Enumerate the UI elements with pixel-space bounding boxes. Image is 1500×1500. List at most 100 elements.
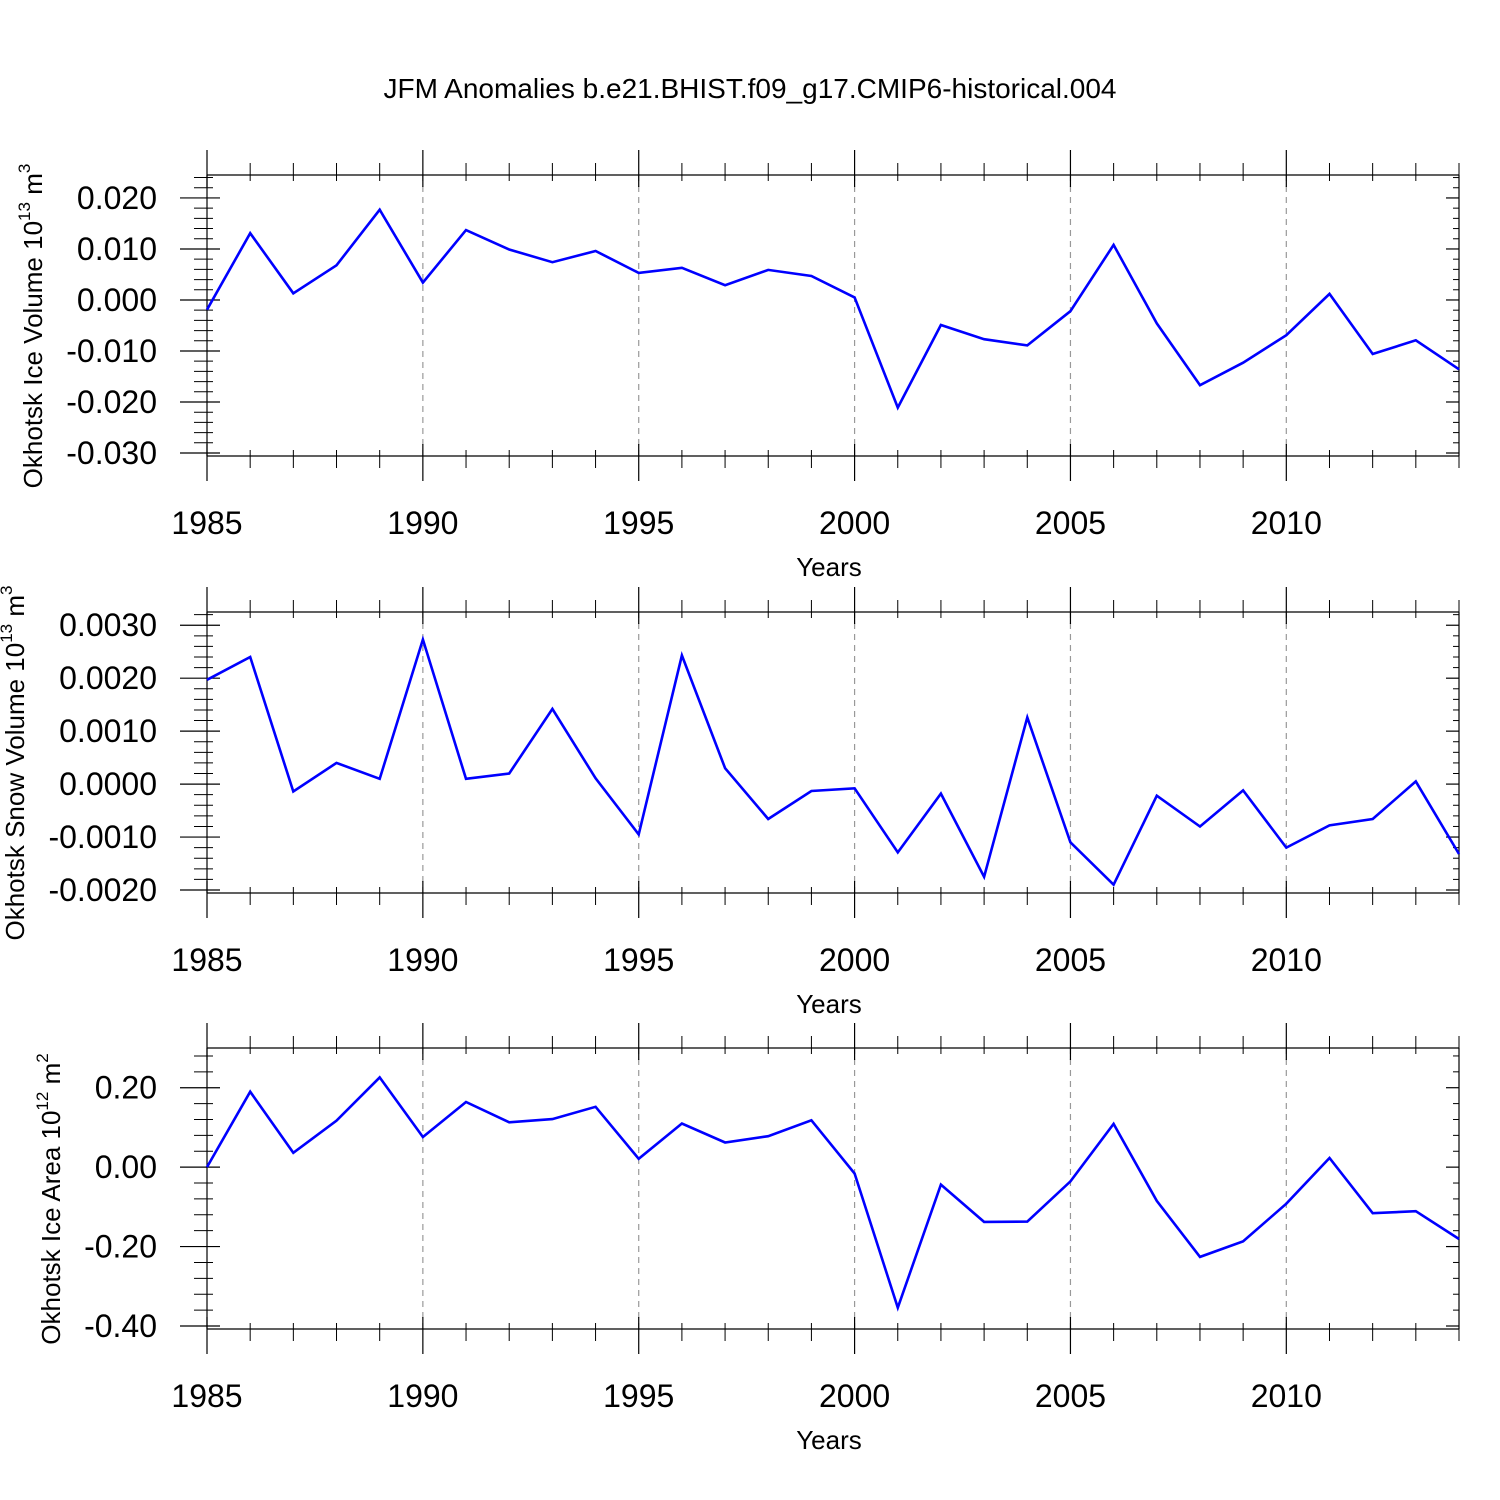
x-tick-label: 1995 (603, 1378, 674, 1414)
y-axis-label: Okhotsk Ice Volume 1013 m3 (15, 164, 48, 489)
data-point (551, 1118, 553, 1120)
data-point (422, 1136, 424, 1138)
data-point (983, 1221, 985, 1223)
x-tick-label: 1990 (387, 1378, 458, 1414)
data-point (378, 1076, 380, 1078)
panel-ice-area: -0.40 -0.20 0.00 0.20 1985 1990 1995 2000 2005 20… (33, 1023, 1460, 1455)
data-point (681, 1122, 683, 1124)
data-point (1371, 818, 1373, 820)
data-point (292, 1152, 294, 1154)
data-point (853, 296, 855, 298)
x-tick-label: 2000 (819, 1378, 890, 1414)
y-tick-label: 0.000 (77, 282, 157, 318)
data-point (508, 248, 510, 250)
data-point (465, 229, 467, 231)
data-point (335, 1119, 337, 1121)
data-point (1199, 384, 1201, 386)
data-point (638, 833, 640, 835)
data-point (1371, 1212, 1373, 1214)
x-tick-label: 2010 (1251, 505, 1322, 541)
data-point (1415, 780, 1417, 782)
data-point (206, 1166, 208, 1168)
data-point (1069, 841, 1071, 843)
data-point (422, 281, 424, 283)
data-point (810, 1119, 812, 1121)
y-axis-label-ylabel-unit-exp: 3 (0, 586, 16, 595)
data-point (940, 324, 942, 326)
y-axis-label-ylabel-unit: m (18, 173, 48, 202)
x-tick-label: 2005 (1035, 942, 1106, 978)
series-line (205, 1075, 1460, 1312)
data-point (292, 790, 294, 792)
data-point (767, 818, 769, 820)
y-axis-label-ylabel-unit: m (0, 595, 30, 624)
data-point (1026, 1220, 1028, 1222)
data-point (1112, 244, 1114, 246)
data-point (1242, 789, 1244, 791)
data-point (897, 851, 899, 853)
data-point (1156, 322, 1158, 324)
data-point (681, 267, 683, 269)
data-point (249, 656, 251, 658)
y-tick-label: 0.0010 (59, 713, 157, 749)
data-point (335, 264, 337, 266)
y-axis-label-ylabel-main: Okhotsk Ice Area 10 (36, 1111, 66, 1345)
y-tick-label: -0.20 (84, 1229, 157, 1265)
data-point (465, 1101, 467, 1103)
y-axis-label-ylabel-exp: 13 (15, 202, 34, 221)
data-point (508, 772, 510, 774)
x-axis-label: Years (796, 552, 862, 582)
data-point (1199, 825, 1201, 827)
data-point (1069, 310, 1071, 312)
data-point (1285, 846, 1287, 848)
series-line (205, 207, 1460, 411)
x-axis-label: Years (796, 1425, 862, 1455)
x-axis-label: Years (796, 989, 862, 1019)
y-tick-label: 0.0000 (59, 766, 157, 802)
data-point (1458, 368, 1460, 370)
data-point (1242, 362, 1244, 364)
y-tick-label: -0.030 (66, 435, 157, 471)
y-axis-label-ylabel-exp: 13 (0, 624, 16, 643)
panel-snow-volume: -0.0020 -0.0010 0.0000 0.0010 0.0020 0.0030 19… (0, 586, 1461, 1019)
x-tick-label: 1995 (603, 505, 674, 541)
x-tick-label: 2000 (819, 505, 890, 541)
y-tick-label: 0.010 (77, 231, 157, 267)
data-point (422, 638, 424, 640)
data-point (1458, 853, 1460, 855)
y-axis-label-ylabel-main: Okhotsk Ice Volume 10 (18, 221, 48, 488)
data-point (1112, 1123, 1114, 1125)
y-tick-label: -0.0010 (48, 819, 157, 855)
data-point (249, 232, 251, 234)
series-line (206, 635, 1461, 887)
y-axis-label-ylabel-unit-exp: 3 (15, 164, 34, 173)
x-tick-label: 2000 (819, 942, 890, 978)
x-tick-label: 1995 (603, 942, 674, 978)
data-point (1415, 339, 1417, 341)
x-tick-label: 2005 (1035, 505, 1106, 541)
data-point (594, 1106, 596, 1108)
data-point (724, 284, 726, 286)
data-point (1328, 293, 1330, 295)
data-point (897, 406, 899, 408)
y-tick-label: 0.0020 (59, 660, 157, 696)
x-tick-label: 2010 (1251, 942, 1322, 978)
data-point (1156, 1200, 1158, 1202)
data-point (983, 338, 985, 340)
y-tick-label: -0.010 (66, 333, 157, 369)
x-tick-label: 2005 (1035, 1378, 1106, 1414)
data-point (1112, 884, 1114, 886)
data-point (853, 787, 855, 789)
data-point (551, 261, 553, 263)
data-point (292, 292, 294, 294)
x-tick-label: 1985 (171, 505, 242, 541)
y-axis-label-ylabel-unit: m (36, 1063, 66, 1092)
data-point (1328, 1157, 1330, 1159)
y-axis-label: Okhotsk Snow Volume 1013 m3 (0, 586, 30, 941)
data-point (249, 1090, 251, 1092)
data-point (335, 762, 337, 764)
x-tick-label: 1985 (171, 1378, 242, 1414)
y-tick-label: 0.020 (77, 180, 157, 216)
